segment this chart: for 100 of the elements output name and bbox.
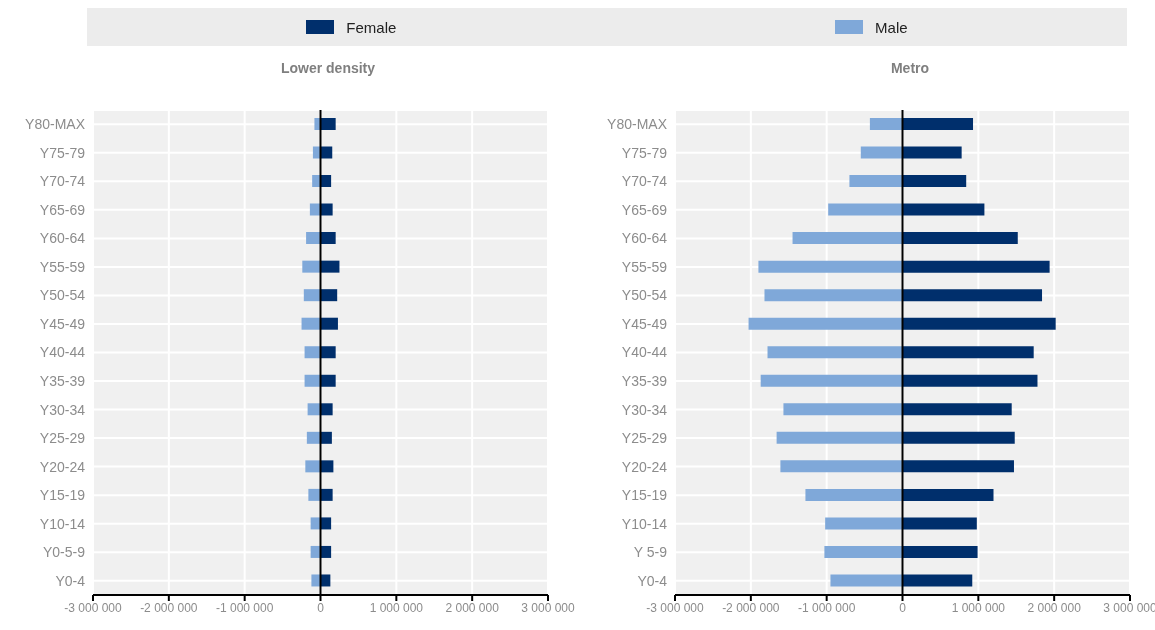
bar xyxy=(303,289,321,302)
bar xyxy=(902,317,1056,330)
y-tick-label: Y65-69 xyxy=(621,201,668,218)
y-tick-label: Y55-59 xyxy=(39,258,86,275)
bar xyxy=(312,146,321,159)
bar xyxy=(306,232,321,245)
y-tick-label: Y0-4 xyxy=(55,572,86,589)
x-tick-label: -2 000 000 xyxy=(722,600,780,615)
bar xyxy=(767,346,903,359)
bar xyxy=(902,517,977,530)
bar xyxy=(902,146,962,159)
y-tick-label: Y70-74 xyxy=(621,173,668,190)
y-tick-label: Y15-19 xyxy=(621,487,668,504)
bar xyxy=(828,203,903,216)
bar xyxy=(824,545,903,558)
bar xyxy=(902,460,1014,473)
bar xyxy=(302,260,321,273)
bar xyxy=(902,403,1012,416)
legend-label: Male xyxy=(875,18,908,36)
bar xyxy=(320,118,336,130)
bar xyxy=(307,403,321,416)
bar xyxy=(902,118,974,130)
x-tick-label: -3 000 000 xyxy=(646,600,705,615)
bar xyxy=(304,346,321,359)
chart-title: Metro xyxy=(889,60,931,78)
bar xyxy=(320,260,340,273)
y-tick-label: Y0-5-9 xyxy=(42,544,86,561)
bar xyxy=(902,488,994,501)
bar xyxy=(320,232,336,245)
y-tick-label: Y45-49 xyxy=(621,315,668,332)
bar xyxy=(783,403,903,416)
x-tick-label: 1 000 000 xyxy=(369,600,424,615)
y-tick-label: Y80-MAX xyxy=(607,116,668,133)
bar xyxy=(902,232,1018,245)
y-tick-label: Y10-14 xyxy=(39,515,86,532)
x-tick-label: 1 000 000 xyxy=(951,600,1006,615)
bar xyxy=(309,203,321,216)
bar xyxy=(902,545,978,558)
y-tick-label: Y65-69 xyxy=(39,201,86,218)
y-tick-label: Y10-14 xyxy=(621,515,668,532)
bar xyxy=(902,346,1034,359)
y-tick-label: Y35-39 xyxy=(621,373,668,389)
bar xyxy=(902,289,1043,302)
y-tick-label: Y75-79 xyxy=(621,144,668,161)
y-tick-label: Y40-44 xyxy=(621,344,668,361)
bar xyxy=(805,488,903,501)
y-tick-label: Y30-34 xyxy=(39,401,86,418)
x-tick-label: -1 000 000 xyxy=(797,600,856,615)
bar xyxy=(320,346,336,359)
y-tick-label: Y50-54 xyxy=(621,287,668,304)
y-tick-label: Y70-74 xyxy=(39,173,86,190)
bar xyxy=(902,175,967,188)
bar xyxy=(305,460,321,473)
bar xyxy=(902,260,1050,273)
bar xyxy=(902,574,973,587)
y-tick-label: Y60-64 xyxy=(39,230,86,247)
x-tick-label: 2 000 000 xyxy=(1027,600,1082,615)
bar xyxy=(902,203,985,216)
y-tick-label: Y15-19 xyxy=(39,487,86,504)
y-tick-label: Y40-44 xyxy=(39,344,86,361)
y-tick-label: Y35-39 xyxy=(39,373,86,389)
bar xyxy=(830,574,903,587)
y-tick-label: Y45-49 xyxy=(39,315,86,332)
bar xyxy=(314,118,321,130)
x-tick-label: -3 000 000 xyxy=(64,600,123,615)
bar xyxy=(306,431,321,444)
y-tick-label: Y80-MAX xyxy=(25,116,86,133)
y-tick-label: Y20-24 xyxy=(621,458,668,475)
bar xyxy=(902,431,1015,444)
bar xyxy=(320,317,338,330)
y-tick-label: Y20-24 xyxy=(39,458,86,475)
bar xyxy=(849,175,903,188)
y-tick-label: Y55-59 xyxy=(621,258,668,275)
y-tick-label: Y0-4 xyxy=(637,572,668,589)
y-tick-label: Y30-34 xyxy=(621,401,668,418)
bar xyxy=(320,289,338,302)
bar xyxy=(860,146,903,159)
bar xyxy=(902,374,1038,387)
x-tick-label: 0 xyxy=(317,600,325,615)
bar xyxy=(310,517,321,530)
bar xyxy=(764,289,903,302)
y-tick-label: Y60-64 xyxy=(621,230,668,247)
bar xyxy=(780,460,903,473)
legend-label: Female xyxy=(346,18,397,36)
bar xyxy=(748,317,903,330)
bar xyxy=(308,488,321,501)
bar xyxy=(776,431,903,444)
bar xyxy=(320,488,333,501)
y-tick-label: Y75-79 xyxy=(39,144,86,161)
bar xyxy=(312,175,321,188)
bar xyxy=(320,403,333,416)
x-tick-label: 3 000 000 xyxy=(521,600,576,615)
y-tick-label: Y25-29 xyxy=(39,430,86,447)
bar xyxy=(310,545,321,558)
bar xyxy=(304,374,321,387)
x-tick-label: -1 000 000 xyxy=(215,600,274,615)
chart-title: Lower density xyxy=(279,60,377,78)
bar xyxy=(758,260,903,273)
bar xyxy=(301,317,321,330)
y-tick-label: Y50-54 xyxy=(39,287,86,304)
